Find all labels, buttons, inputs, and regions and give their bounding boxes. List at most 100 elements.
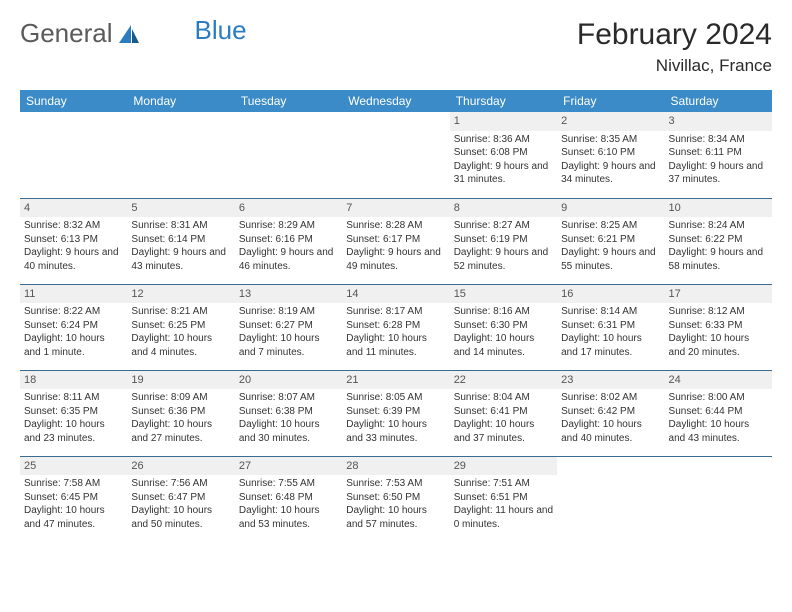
weekday-header: Sunday bbox=[20, 90, 127, 112]
daylight-text: Daylight: 9 hours and 31 minutes. bbox=[454, 160, 553, 187]
sunrise-text: Sunrise: 8:22 AM bbox=[24, 305, 123, 319]
calendar-day-cell: 6Sunrise: 8:29 AMSunset: 6:16 PMDaylight… bbox=[235, 198, 342, 284]
logo-text-part2: Blue bbox=[195, 15, 247, 46]
day-number: 16 bbox=[557, 285, 664, 304]
calendar-day-cell: 27Sunrise: 7:55 AMSunset: 6:48 PMDayligh… bbox=[235, 456, 342, 542]
sunrise-text: Sunrise: 8:09 AM bbox=[131, 391, 230, 405]
day-number: 17 bbox=[665, 285, 772, 304]
sunrise-text: Sunrise: 8:35 AM bbox=[561, 133, 660, 147]
calendar-day-cell: 26Sunrise: 7:56 AMSunset: 6:47 PMDayligh… bbox=[127, 456, 234, 542]
daylight-text: Daylight: 10 hours and 11 minutes. bbox=[346, 332, 445, 359]
day-number: 24 bbox=[665, 371, 772, 390]
calendar-day-cell bbox=[20, 112, 127, 198]
calendar-day-cell: 17Sunrise: 8:12 AMSunset: 6:33 PMDayligh… bbox=[665, 284, 772, 370]
calendar-day-cell: 19Sunrise: 8:09 AMSunset: 6:36 PMDayligh… bbox=[127, 370, 234, 456]
day-number: 15 bbox=[450, 285, 557, 304]
calendar-day-cell: 16Sunrise: 8:14 AMSunset: 6:31 PMDayligh… bbox=[557, 284, 664, 370]
sail-icon bbox=[117, 23, 143, 45]
sunrise-text: Sunrise: 8:29 AM bbox=[239, 219, 338, 233]
sunrise-text: Sunrise: 8:21 AM bbox=[131, 305, 230, 319]
sunrise-text: Sunrise: 7:56 AM bbox=[131, 477, 230, 491]
sunset-text: Sunset: 6:16 PM bbox=[239, 233, 338, 247]
day-number: 19 bbox=[127, 371, 234, 390]
daylight-text: Daylight: 11 hours and 0 minutes. bbox=[454, 504, 553, 531]
weekday-header: Monday bbox=[127, 90, 234, 112]
calendar-day-cell: 21Sunrise: 8:05 AMSunset: 6:39 PMDayligh… bbox=[342, 370, 449, 456]
weekday-header: Saturday bbox=[665, 90, 772, 112]
calendar-day-cell bbox=[342, 112, 449, 198]
sunset-text: Sunset: 6:51 PM bbox=[454, 491, 553, 505]
daylight-text: Daylight: 10 hours and 27 minutes. bbox=[131, 418, 230, 445]
calendar-week-row: 18Sunrise: 8:11 AMSunset: 6:35 PMDayligh… bbox=[20, 370, 772, 456]
day-number: 23 bbox=[557, 371, 664, 390]
daylight-text: Daylight: 9 hours and 37 minutes. bbox=[669, 160, 768, 187]
sunrise-text: Sunrise: 8:36 AM bbox=[454, 133, 553, 147]
sunset-text: Sunset: 6:08 PM bbox=[454, 146, 553, 160]
calendar-day-cell: 20Sunrise: 8:07 AMSunset: 6:38 PMDayligh… bbox=[235, 370, 342, 456]
calendar-day-cell bbox=[235, 112, 342, 198]
sunrise-text: Sunrise: 7:53 AM bbox=[346, 477, 445, 491]
day-number: 2 bbox=[557, 112, 664, 131]
calendar-day-cell: 14Sunrise: 8:17 AMSunset: 6:28 PMDayligh… bbox=[342, 284, 449, 370]
sunset-text: Sunset: 6:27 PM bbox=[239, 319, 338, 333]
day-number: 11 bbox=[20, 285, 127, 304]
sunset-text: Sunset: 6:36 PM bbox=[131, 405, 230, 419]
sunrise-text: Sunrise: 8:19 AM bbox=[239, 305, 338, 319]
calendar-day-cell: 15Sunrise: 8:16 AMSunset: 6:30 PMDayligh… bbox=[450, 284, 557, 370]
sunrise-text: Sunrise: 8:05 AM bbox=[346, 391, 445, 405]
sunrise-text: Sunrise: 8:27 AM bbox=[454, 219, 553, 233]
calendar-day-cell bbox=[665, 456, 772, 542]
header: General Blue February 2024 Nivillac, Fra… bbox=[20, 18, 772, 76]
daylight-text: Daylight: 10 hours and 23 minutes. bbox=[24, 418, 123, 445]
daylight-text: Daylight: 9 hours and 40 minutes. bbox=[24, 246, 123, 273]
daylight-text: Daylight: 9 hours and 46 minutes. bbox=[239, 246, 338, 273]
daylight-text: Daylight: 10 hours and 50 minutes. bbox=[131, 504, 230, 531]
day-number: 8 bbox=[450, 199, 557, 218]
daylight-text: Daylight: 10 hours and 20 minutes. bbox=[669, 332, 768, 359]
calendar-day-cell bbox=[557, 456, 664, 542]
sunrise-text: Sunrise: 8:04 AM bbox=[454, 391, 553, 405]
day-number: 26 bbox=[127, 457, 234, 476]
daylight-text: Daylight: 9 hours and 43 minutes. bbox=[131, 246, 230, 273]
daylight-text: Daylight: 10 hours and 4 minutes. bbox=[131, 332, 230, 359]
daylight-text: Daylight: 9 hours and 58 minutes. bbox=[669, 246, 768, 273]
calendar-day-cell: 7Sunrise: 8:28 AMSunset: 6:17 PMDaylight… bbox=[342, 198, 449, 284]
sunrise-text: Sunrise: 8:32 AM bbox=[24, 219, 123, 233]
sunset-text: Sunset: 6:41 PM bbox=[454, 405, 553, 419]
calendar-table: Sunday Monday Tuesday Wednesday Thursday… bbox=[20, 90, 772, 542]
sunset-text: Sunset: 6:45 PM bbox=[24, 491, 123, 505]
sunrise-text: Sunrise: 8:17 AM bbox=[346, 305, 445, 319]
day-number: 3 bbox=[665, 112, 772, 131]
day-number: 20 bbox=[235, 371, 342, 390]
sunset-text: Sunset: 6:22 PM bbox=[669, 233, 768, 247]
calendar-day-cell: 25Sunrise: 7:58 AMSunset: 6:45 PMDayligh… bbox=[20, 456, 127, 542]
sunset-text: Sunset: 6:33 PM bbox=[669, 319, 768, 333]
calendar-day-cell: 28Sunrise: 7:53 AMSunset: 6:50 PMDayligh… bbox=[342, 456, 449, 542]
sunrise-text: Sunrise: 8:34 AM bbox=[669, 133, 768, 147]
day-number: 21 bbox=[342, 371, 449, 390]
sunrise-text: Sunrise: 8:14 AM bbox=[561, 305, 660, 319]
sunrise-text: Sunrise: 8:00 AM bbox=[669, 391, 768, 405]
day-number: 25 bbox=[20, 457, 127, 476]
daylight-text: Daylight: 9 hours and 49 minutes. bbox=[346, 246, 445, 273]
calendar-body: 1Sunrise: 8:36 AMSunset: 6:08 PMDaylight… bbox=[20, 112, 772, 542]
sunrise-text: Sunrise: 7:55 AM bbox=[239, 477, 338, 491]
day-number: 18 bbox=[20, 371, 127, 390]
sunrise-text: Sunrise: 8:02 AM bbox=[561, 391, 660, 405]
day-number: 22 bbox=[450, 371, 557, 390]
sunset-text: Sunset: 6:13 PM bbox=[24, 233, 123, 247]
sunset-text: Sunset: 6:17 PM bbox=[346, 233, 445, 247]
day-number: 5 bbox=[127, 199, 234, 218]
calendar-day-cell: 2Sunrise: 8:35 AMSunset: 6:10 PMDaylight… bbox=[557, 112, 664, 198]
sunset-text: Sunset: 6:30 PM bbox=[454, 319, 553, 333]
sunrise-text: Sunrise: 8:28 AM bbox=[346, 219, 445, 233]
logo: General Blue bbox=[20, 18, 247, 49]
calendar-week-row: 1Sunrise: 8:36 AMSunset: 6:08 PMDaylight… bbox=[20, 112, 772, 198]
calendar-day-cell: 8Sunrise: 8:27 AMSunset: 6:19 PMDaylight… bbox=[450, 198, 557, 284]
sunset-text: Sunset: 6:44 PM bbox=[669, 405, 768, 419]
sunset-text: Sunset: 6:48 PM bbox=[239, 491, 338, 505]
calendar-day-cell: 10Sunrise: 8:24 AMSunset: 6:22 PMDayligh… bbox=[665, 198, 772, 284]
daylight-text: Daylight: 9 hours and 52 minutes. bbox=[454, 246, 553, 273]
calendar-day-cell: 29Sunrise: 7:51 AMSunset: 6:51 PMDayligh… bbox=[450, 456, 557, 542]
daylight-text: Daylight: 10 hours and 57 minutes. bbox=[346, 504, 445, 531]
